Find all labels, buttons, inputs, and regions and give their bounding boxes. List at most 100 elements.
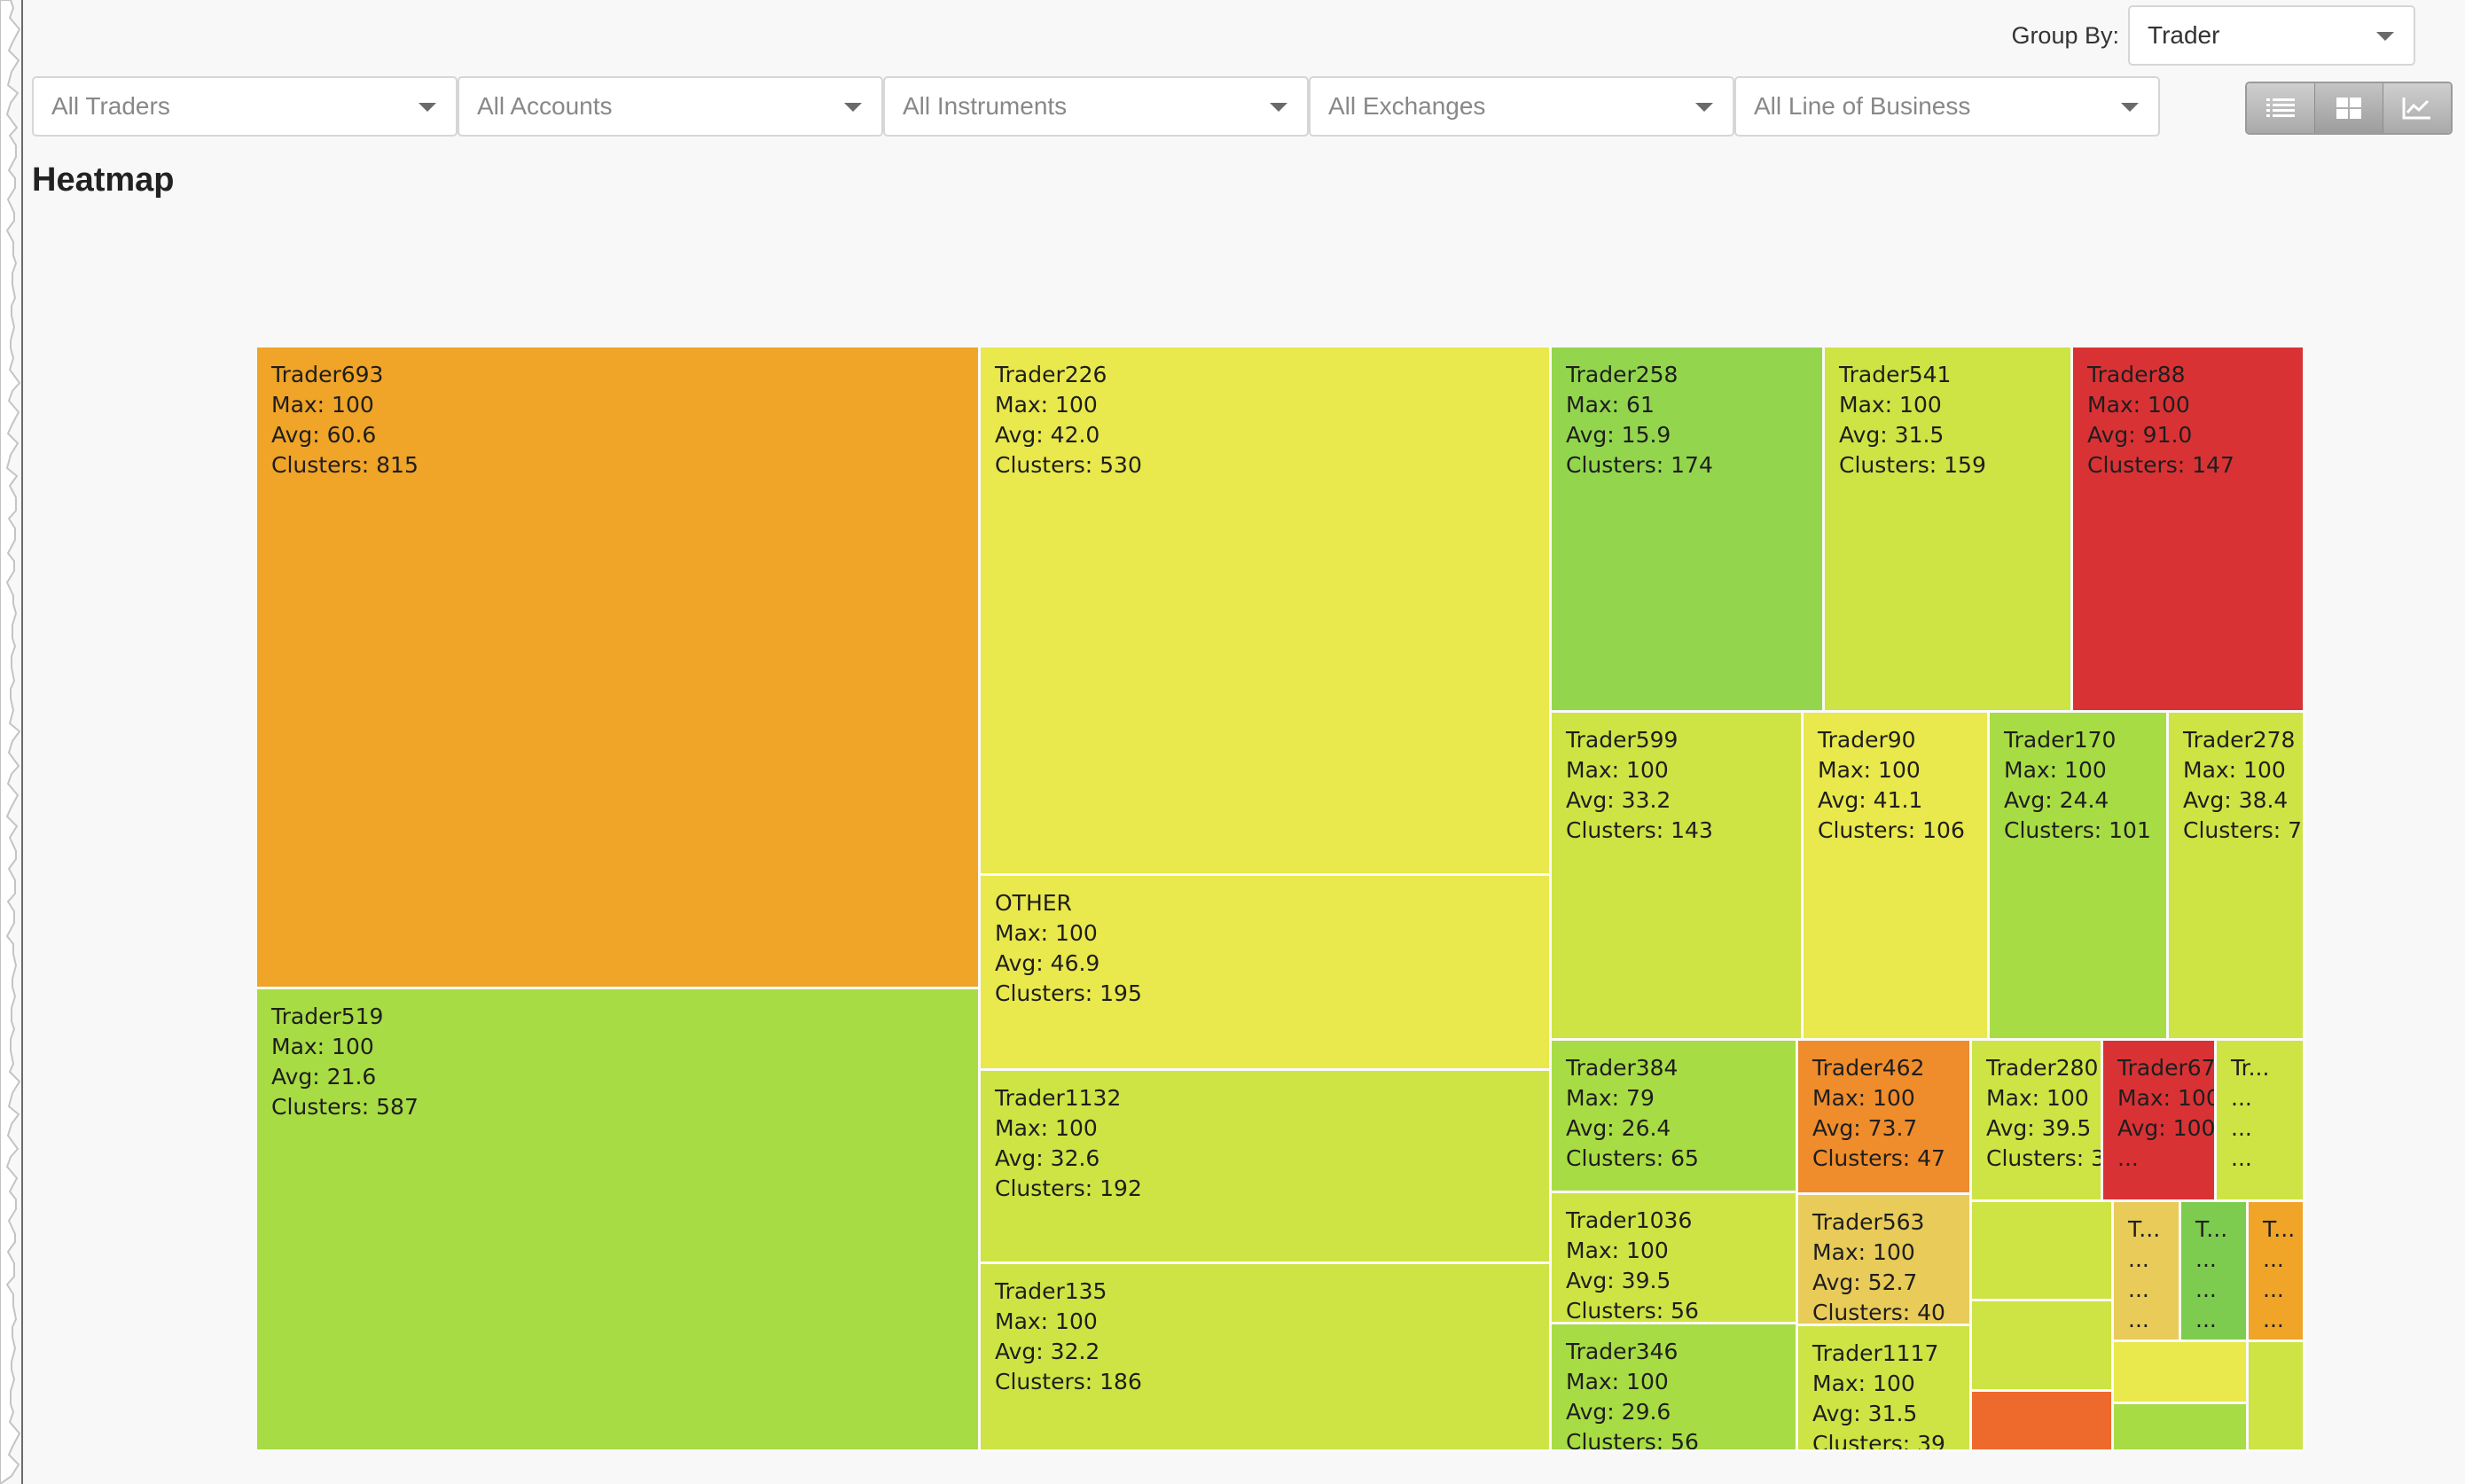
treemap-cell[interactable] — [1972, 1392, 2114, 1452]
treemap-cell[interactable]: Trader599 Max: 100 Avg: 33.2 Clusters: 143 — [1552, 713, 1804, 1041]
cell-metric: Avg: 91.0 — [2087, 422, 2193, 448]
treemap-cell[interactable]: T............ — [2114, 1202, 2181, 1342]
cell-metric: Max: 61 — [1566, 392, 1655, 418]
cell-title: Trader541 — [1839, 362, 1952, 387]
treemap-cell[interactable]: Trader1036 Max: 100 Avg: 39.5 Clusters: 56 — [1552, 1193, 1798, 1324]
cell-metric: Avg: 32.6 — [995, 1145, 1100, 1171]
cell-metric: ... — [2128, 1246, 2149, 1272]
cell-metric: Clusters: 106 — [1818, 817, 1965, 843]
filter-line-of-business-value: All Line of Business — [1754, 92, 1971, 120]
filter-exchanges-value: All Exchanges — [1328, 92, 1486, 120]
treemap: Trader693 Max: 100 Avg: 60.6 Clusters: 815 T… — [257, 348, 2305, 1452]
group-by-select[interactable]: Trader — [2128, 5, 2415, 66]
cell-metric: Max: 100 — [995, 392, 1098, 418]
filter-instruments[interactable]: All Instruments — [883, 76, 1309, 137]
cell-metric: Max: 100 — [1812, 1085, 1915, 1111]
treemap-cell-label: Trader693 Max: 100 Avg: 60.6 Clusters: 815 — [271, 360, 419, 480]
list-view-button[interactable] — [2247, 83, 2315, 133]
treemap-cell-label: Trader135 Max: 100 Avg: 32.2 Clusters: 186 — [995, 1277, 1142, 1397]
filter-line-of-business[interactable]: All Line of Business — [1734, 76, 2160, 137]
chevron-down-icon — [2121, 103, 2139, 112]
filter-accounts[interactable]: All Accounts — [458, 76, 883, 137]
cell-metric: Avg: 15.9 — [1566, 422, 1671, 448]
treemap-cell-label: Trader280 Max: 100 Avg: 39.5 Clusters: 36 — [1986, 1053, 2101, 1174]
cell-metric: ... — [2231, 1145, 2252, 1171]
cell-metric: Clusters: 143 — [1566, 817, 1713, 843]
treemap-cell[interactable]: Trader170 Max: 100 Avg: 24.4 Clusters: 101 — [1990, 713, 2169, 1041]
treemap-cell[interactable]: Trader384 Max: 79 Avg: 26.4 Clusters: 65 — [1552, 1041, 1798, 1193]
cell-metric: Max: 100 — [995, 1308, 1098, 1334]
cell-title: Trader519 — [271, 1004, 384, 1029]
filter-traders[interactable]: All Traders — [32, 76, 458, 137]
treemap-cell[interactable]: OTHER Max: 100 Avg: 46.9 Clusters: 195 — [981, 876, 1552, 1071]
treemap-cell-label: Trader599 Max: 100 Avg: 33.2 Clusters: 143 — [1566, 725, 1713, 846]
cell-title: T... — [2263, 1216, 2296, 1242]
cell-metric: Max: 100 — [2183, 757, 2286, 783]
chevron-down-icon — [1695, 103, 1713, 112]
treemap-cell-label: Trader462 Max: 100 Avg: 73.7 Clusters: 47 — [1812, 1053, 1945, 1174]
cell-title: Trader563 — [1812, 1209, 1925, 1235]
cell-metric: Max: 100 — [1566, 1369, 1669, 1394]
treemap-cell[interactable]: Trader1117 Max: 100 Avg: 31.5 Clusters: 39 — [1798, 1326, 1972, 1452]
treemap-cell[interactable]: T............ — [2249, 1202, 2305, 1342]
treemap-cell[interactable] — [2249, 1342, 2305, 1452]
cell-metric: Avg: 52.7 — [1812, 1269, 1918, 1295]
cell-metric: Clusters: 77 — [2183, 817, 2305, 843]
filter-instruments-value: All Instruments — [903, 92, 1068, 120]
treemap-cell-label: Trader519 Max: 100 Avg: 21.6 Clusters: 587 — [271, 1002, 419, 1122]
treemap-cell[interactable]: Trader519 Max: 100 Avg: 21.6 Clusters: 587 — [257, 989, 981, 1452]
treemap-cell[interactable]: Trader258 Max: 61 Avg: 15.9 Clusters: 174 — [1552, 348, 1825, 713]
treemap-cell[interactable]: Trader541 Max: 100 Avg: 31.5 Clusters: 159 — [1825, 348, 2073, 713]
cell-metric: ... — [2231, 1115, 2252, 1141]
treemap-cell-label: Trader90 Max: 100 Avg: 41.1 Clusters: 106 — [1818, 725, 1965, 846]
window-border — [21, 0, 23, 1484]
cell-title: Trader599 — [1566, 727, 1679, 753]
treemap-cell[interactable]: Trader346 Max: 100 Avg: 29.6 Clusters: 56 — [1552, 1324, 1798, 1452]
cell-title: Trader226 — [995, 362, 1107, 387]
cell-metric: Max: 100 — [1566, 1238, 1669, 1263]
cell-metric: Avg: 26.4 — [1566, 1115, 1671, 1141]
chevron-down-icon — [844, 103, 862, 112]
treemap-cell-label: Trader384 Max: 79 Avg: 26.4 Clusters: 65 — [1566, 1053, 1699, 1174]
treemap-cell[interactable]: Trader673 Max: 100 Avg: 100.0... — [2103, 1041, 2217, 1202]
treemap-cell[interactable]: Trader135 Max: 100 Avg: 32.2 Clusters: 186 — [981, 1264, 1552, 1452]
treemap-cell[interactable]: Trader693 Max: 100 Avg: 60.6 Clusters: 815 — [257, 348, 981, 989]
grid-view-button[interactable] — [2315, 83, 2383, 133]
treemap-cell[interactable] — [2114, 1404, 2249, 1452]
filter-traders-value: All Traders — [51, 92, 170, 120]
treemap-cell[interactable]: Trader1132 Max: 100 Avg: 32.6 Clusters: 192 — [981, 1071, 1552, 1264]
treemap-cell[interactable]: Trader563 Max: 100 Avg: 52.7 Clusters: 40 — [1798, 1195, 1972, 1326]
cell-metric: Clusters: 65 — [1566, 1145, 1699, 1171]
group-by-value: Trader — [2148, 21, 2220, 49]
cell-metric: Avg: 41.1 — [1818, 787, 1923, 813]
treemap-cell[interactable]: Trader88 Max: 100 Avg: 91.0 Clusters: 147 — [2073, 348, 2305, 713]
treemap-cell-label: T............ — [2263, 1215, 2295, 1335]
cell-metric: Avg: 24.4 — [2004, 787, 2109, 813]
treemap-cell[interactable] — [1972, 1301, 2114, 1392]
treemap-cell[interactable] — [2114, 1342, 2249, 1404]
cell-metric: Avg: 60.6 — [271, 422, 377, 448]
list-icon — [2266, 98, 2295, 117]
filter-exchanges[interactable]: All Exchanges — [1309, 76, 1734, 137]
chevron-down-icon — [419, 103, 436, 112]
treemap-cell[interactable]: Tr............ — [2217, 1041, 2305, 1202]
cell-title: Trader280 — [1986, 1055, 2099, 1081]
treemap-cell[interactable]: Trader226 Max: 100 Avg: 42.0 Clusters: 530 — [981, 348, 1552, 876]
cell-metric: ... — [2128, 1307, 2149, 1332]
cell-metric: Avg: 73.7 — [1812, 1115, 1918, 1141]
treemap-cell[interactable] — [1972, 1202, 2114, 1301]
treemap-cell[interactable]: Trader278 Max: 100 Avg: 38.4 Clusters: 77 — [2169, 713, 2305, 1041]
cell-metric: Clusters: 147 — [2087, 452, 2234, 478]
treemap-cell-label: Trader170 Max: 100 Avg: 24.4 Clusters: 101 — [2004, 725, 2151, 846]
treemap-cell[interactable]: T............ — [2181, 1202, 2249, 1342]
cell-metric: Max: 100 — [1986, 1085, 2089, 1111]
treemap-cell[interactable]: Trader280 Max: 100 Avg: 39.5 Clusters: 36 — [1972, 1041, 2103, 1202]
chart-view-button[interactable] — [2383, 83, 2451, 133]
treemap-cell[interactable]: Trader90 Max: 100 Avg: 41.1 Clusters: 106 — [1804, 713, 1990, 1041]
chevron-down-icon — [1270, 103, 1287, 112]
cell-title: Trader170 — [2004, 727, 2117, 753]
cell-metric: Avg: 29.6 — [1566, 1399, 1671, 1425]
treemap-cell[interactable]: Trader462 Max: 100 Avg: 73.7 Clusters: 47 — [1798, 1041, 1972, 1195]
cell-title: Trader462 — [1812, 1055, 1925, 1081]
